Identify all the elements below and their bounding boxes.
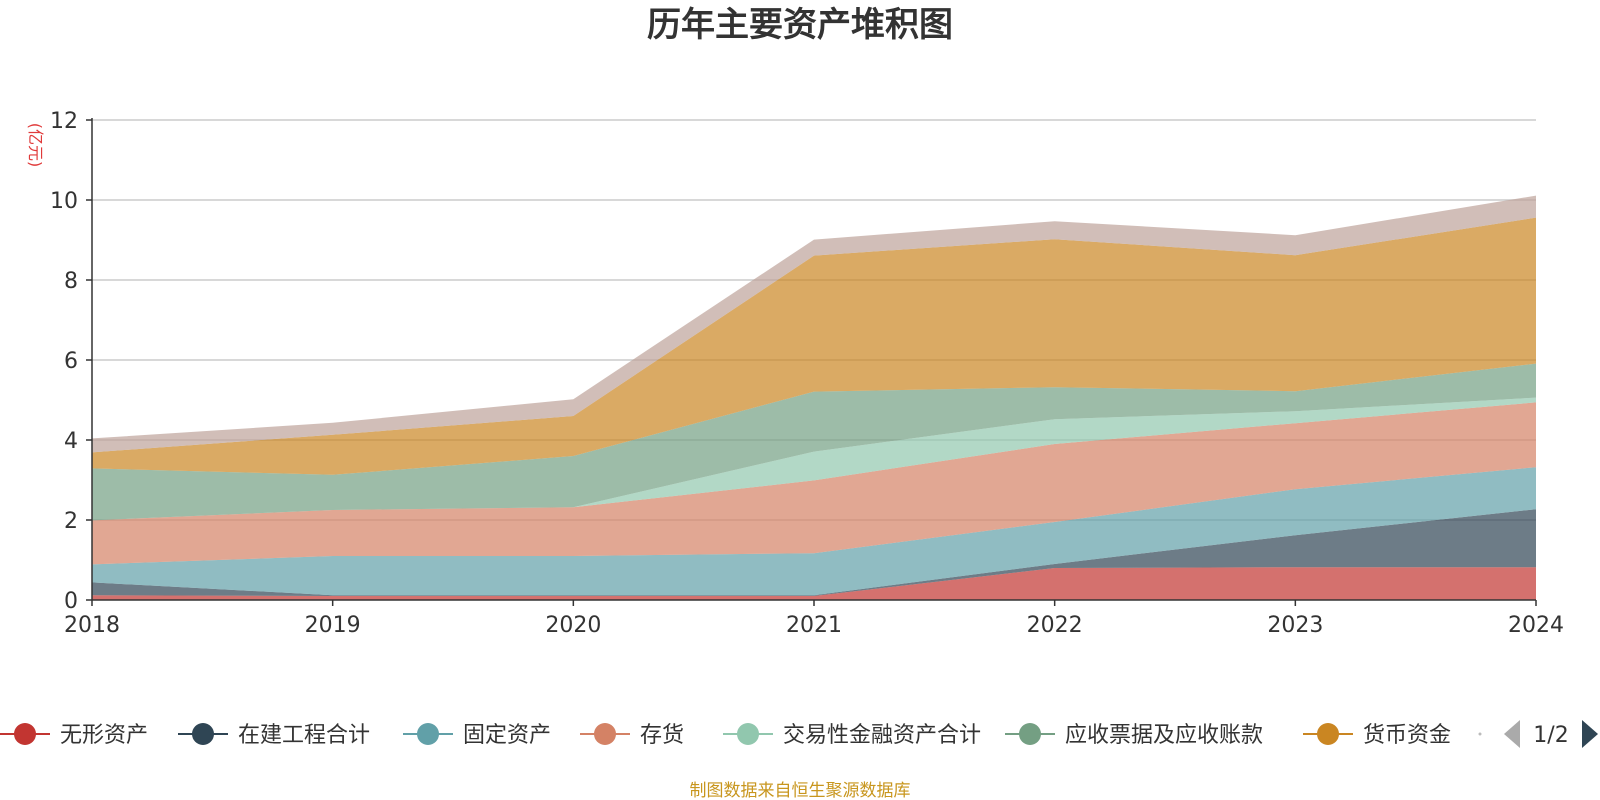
y-tick-label: 8 [64, 269, 78, 294]
area-series-5 [92, 363, 1536, 521]
area-series-6 [92, 217, 1536, 475]
area-series [92, 195, 1536, 600]
legend-label: 存货 [640, 723, 684, 748]
legend-label: 固定资产 [463, 723, 551, 748]
legend-prev-arrow-icon[interactable] [1504, 720, 1520, 748]
legend-item-0[interactable]: 无形资产 [0, 723, 148, 748]
x-tick-label: 2024 [1508, 613, 1564, 638]
legend-item-5[interactable]: 应收票据及应收账款 [1005, 723, 1263, 748]
area-series-0 [92, 567, 1536, 600]
x-tick-label: 2023 [1267, 613, 1323, 638]
x-tick-label: 2022 [1027, 613, 1083, 638]
axes: 0 2 4 6 8 10 12 2018 2019 2020 2021 2022 2023 2024 [50, 109, 1564, 638]
area-series-3 [92, 402, 1536, 565]
legend-marker [1019, 723, 1041, 745]
chart-title: 历年主要资产堆积图 [647, 5, 953, 45]
legend-item-3[interactable]: 存货 [580, 723, 684, 748]
x-tick-label: 2018 [64, 613, 120, 638]
area-series-2 [92, 467, 1536, 596]
y-axis-unit: (亿元) [26, 123, 45, 168]
legend-label: 交易性金融资产合计 [783, 723, 981, 748]
legend-marker [1317, 723, 1339, 745]
legend-item-2[interactable]: 固定资产 [403, 723, 551, 748]
legend-item-4[interactable]: 交易性金融资产合计 [723, 723, 981, 748]
x-tick-label: 2021 [786, 613, 842, 638]
legend-next-arrow-icon[interactable] [1582, 720, 1598, 748]
legend-marker [737, 723, 759, 745]
legend-label: 无形资产 [60, 723, 148, 748]
x-tick-label: 2019 [305, 613, 361, 638]
legend-marker [594, 723, 616, 745]
data-source-note: 制图数据来自恒生聚源数据库 [690, 781, 911, 800]
y-tick-label: 2 [64, 509, 78, 534]
y-tick-label: 0 [64, 589, 78, 614]
legend-item-6[interactable]: 货币资金 [1303, 723, 1451, 748]
legend-overflow-dot [1478, 732, 1482, 736]
area-series-4 [92, 397, 1536, 521]
legend-label: 货币资金 [1363, 723, 1451, 748]
legend-item-1[interactable]: 在建工程合计 [178, 723, 370, 748]
legend-page-indicator: 1/2 [1533, 723, 1568, 748]
legend-label: 应收票据及应收账款 [1065, 723, 1263, 748]
y-tick-label: 12 [50, 109, 78, 134]
legend-marker [417, 723, 439, 745]
y-tick-label: 4 [64, 429, 78, 454]
area-series-7 [92, 195, 1536, 453]
legend: 无形资产 在建工程合计 固定资产 存货 交易性金融资产合计 应收票据及应收账款 货币资金 1/… [0, 720, 1598, 748]
y-tick-label: 10 [50, 189, 78, 214]
x-tick-label: 2020 [545, 613, 601, 638]
y-tick-label: 6 [64, 349, 78, 374]
area-series-1 [92, 509, 1536, 596]
legend-marker [14, 723, 36, 745]
legend-label: 在建工程合计 [238, 723, 370, 748]
legend-marker [192, 723, 214, 745]
